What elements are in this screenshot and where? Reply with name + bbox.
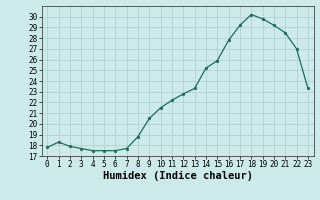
X-axis label: Humidex (Indice chaleur): Humidex (Indice chaleur) (103, 171, 252, 181)
